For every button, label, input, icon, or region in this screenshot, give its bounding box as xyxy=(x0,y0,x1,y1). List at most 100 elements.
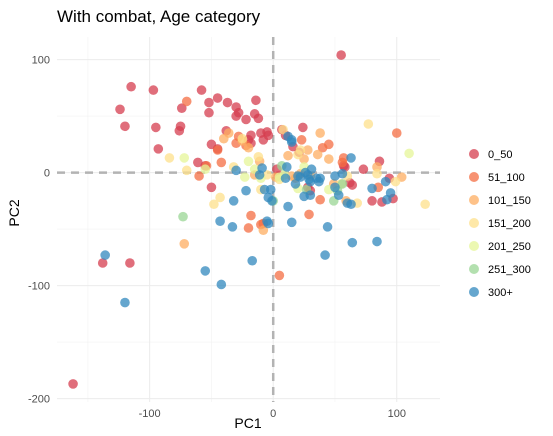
data-point-0_50 xyxy=(358,164,369,175)
legend-label-251_300: 251_300 xyxy=(488,264,531,276)
legend-label-0_50: 0_50 xyxy=(488,149,512,161)
data-point-300+ xyxy=(382,194,392,205)
data-point-101_150 xyxy=(283,150,293,161)
data-point-300+ xyxy=(265,184,276,195)
data-point-300+ xyxy=(100,250,110,260)
data-point-0_50 xyxy=(196,85,207,95)
data-point-300+ xyxy=(231,165,241,176)
data-point-101_150 xyxy=(312,149,323,160)
data-point-300+ xyxy=(346,199,356,210)
data-point-300+ xyxy=(286,217,297,228)
legend-label-101_150: 101_150 xyxy=(488,195,531,207)
x-tick-label: -100 xyxy=(139,408,161,420)
data-point-300+ xyxy=(228,196,239,206)
data-point-300+ xyxy=(315,173,325,184)
data-point-300+ xyxy=(263,218,274,229)
data-point-201_250 xyxy=(404,148,414,159)
data-point-300+ xyxy=(267,196,277,206)
legend-key-51_100 xyxy=(469,172,479,182)
legend-label-51_100: 51_100 xyxy=(488,172,525,184)
data-point-300+ xyxy=(290,179,301,189)
data-point-0_50 xyxy=(148,85,159,95)
data-point-0_50 xyxy=(97,258,108,268)
data-point-51_100 xyxy=(338,153,349,163)
data-point-101_150 xyxy=(258,225,269,236)
legend-label-300+: 300+ xyxy=(488,287,513,299)
data-point-0_50 xyxy=(204,97,214,108)
y-tick-label: 0 xyxy=(44,168,50,180)
data-point-300+ xyxy=(306,164,317,175)
data-point-300+ xyxy=(241,185,251,196)
legend-key-151_200 xyxy=(469,218,479,228)
data-point-300+ xyxy=(247,255,258,266)
data-point-201_250 xyxy=(243,156,254,167)
data-point-0_50 xyxy=(298,122,308,133)
data-point-51_100 xyxy=(324,139,334,150)
data-point-251_300 xyxy=(178,211,188,222)
data-point-300+ xyxy=(347,237,358,248)
data-point-0_50 xyxy=(367,196,377,206)
data-point-151_200 xyxy=(295,145,306,155)
data-point-300+ xyxy=(367,183,377,194)
data-point-300+ xyxy=(322,222,333,232)
data-point-0_50 xyxy=(151,122,161,133)
data-point-151_200 xyxy=(278,124,288,135)
data-point-300+ xyxy=(257,163,267,173)
y-tick-label: -100 xyxy=(28,281,50,293)
x-axis-ticks: -100 0 100 xyxy=(139,408,406,420)
data-point-0_50 xyxy=(120,121,130,132)
data-point-300+ xyxy=(372,236,382,247)
data-point-300+ xyxy=(120,297,130,308)
y-axis-label: PC2 xyxy=(6,199,22,226)
x-axis-label: PC1 xyxy=(234,415,261,431)
legend-label-201_250: 201_250 xyxy=(488,241,531,253)
data-point-300+ xyxy=(330,182,340,193)
data-point-300+ xyxy=(227,222,238,232)
legend-key-101_150 xyxy=(469,195,479,205)
data-point-0_50 xyxy=(336,50,346,60)
data-point-300+ xyxy=(305,190,316,201)
data-point-101_150 xyxy=(372,162,382,172)
chart-title: With combat, Age category xyxy=(57,7,261,26)
data-point-151_200 xyxy=(164,153,175,163)
data-point-201_250 xyxy=(200,164,211,175)
data-point-0_50 xyxy=(262,127,272,137)
legend-key-251_300 xyxy=(469,264,479,274)
data-point-0_50 xyxy=(193,157,203,168)
data-point-300+ xyxy=(200,266,211,276)
data-point-300+ xyxy=(320,250,330,260)
data-point-101_150 xyxy=(223,128,234,138)
data-point-0_50 xyxy=(115,104,125,115)
data-point-300+ xyxy=(346,153,356,163)
data-point-0_50 xyxy=(253,113,264,124)
data-point-51_100 xyxy=(194,171,204,181)
data-point-51_100 xyxy=(216,157,227,168)
data-point-300+ xyxy=(216,279,227,290)
x-tick-label: 100 xyxy=(388,408,406,420)
data-point-51_100 xyxy=(181,96,192,107)
data-point-300+ xyxy=(215,216,225,226)
legend-key-0_50 xyxy=(469,149,479,159)
data-point-251_300 xyxy=(337,179,348,189)
data-point-101_150 xyxy=(243,142,254,153)
data-point-51_100 xyxy=(212,145,223,155)
data-point-300+ xyxy=(286,135,297,145)
data-point-300+ xyxy=(280,173,291,184)
data-point-51_100 xyxy=(246,210,256,221)
data-point-151_200 xyxy=(209,199,219,210)
data-point-0_50 xyxy=(204,107,214,118)
legend-label-151_200: 151_200 xyxy=(488,218,531,230)
data-point-300+ xyxy=(330,171,340,181)
data-point-101_150 xyxy=(315,128,325,138)
data-point-0_50 xyxy=(126,81,136,92)
data-point-51_100 xyxy=(315,194,325,205)
data-point-300+ xyxy=(380,176,391,187)
x-tick-label: 0 xyxy=(270,408,276,420)
y-axis-ticks: 100 0 -100 -200 xyxy=(28,55,50,406)
legend: 0_50 51_100 101_150 151_200 201_250 251_300 30… xyxy=(469,149,531,299)
data-point-0_50 xyxy=(206,139,217,150)
y-tick-label: -200 xyxy=(28,394,50,406)
data-point-101_150 xyxy=(324,154,334,164)
data-point-0_50 xyxy=(231,111,241,121)
legend-key-201_250 xyxy=(469,241,479,251)
